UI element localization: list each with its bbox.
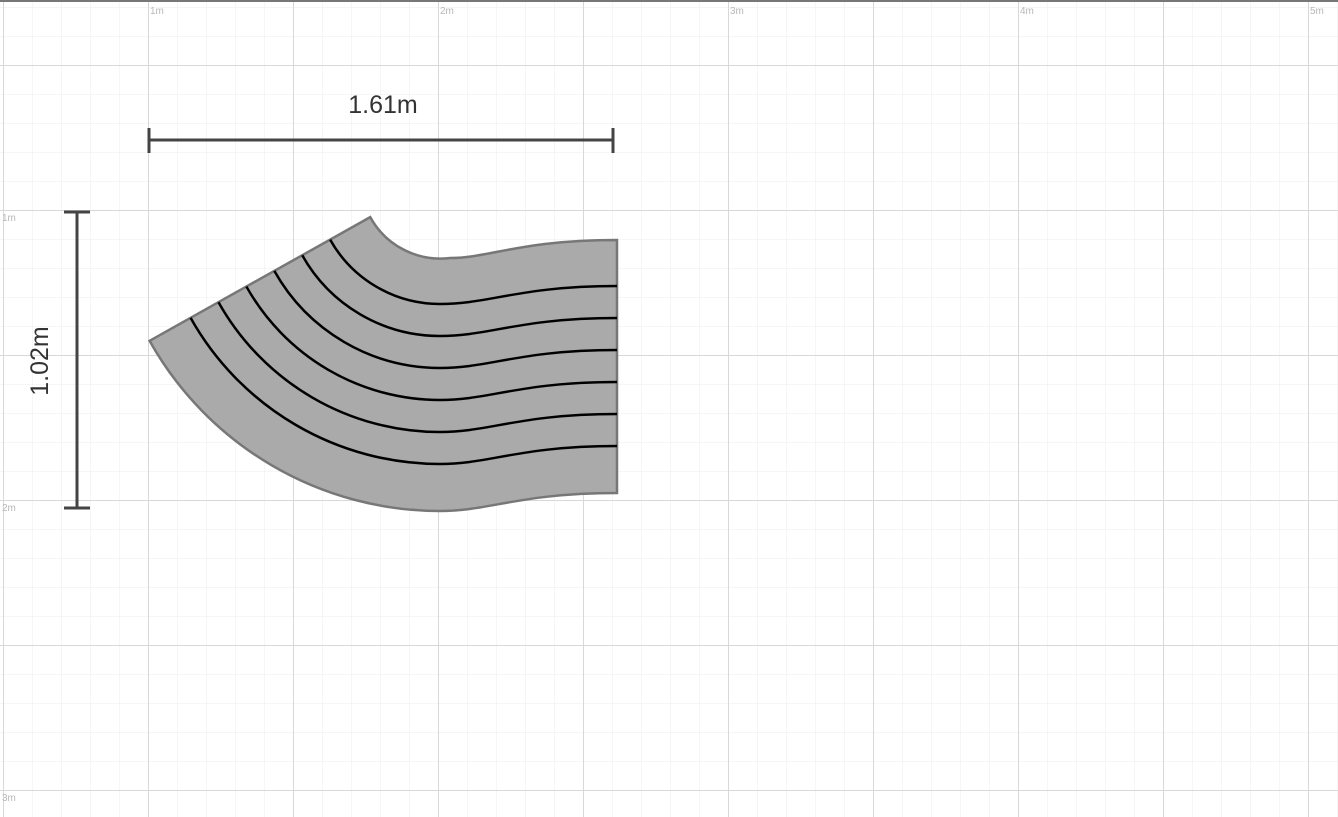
stair-step-line bbox=[245, 285, 618, 402]
dimension-height bbox=[64, 210, 90, 510]
ruler-y-label: 2m bbox=[2, 503, 16, 514]
curved-staircase[interactable] bbox=[147, 215, 619, 513]
stair-step-line bbox=[217, 301, 618, 434]
ruler-x-label: 4m bbox=[1020, 6, 1034, 17]
ruler-x-label: 1m bbox=[150, 6, 164, 17]
stair-step-line bbox=[189, 317, 618, 466]
ruler-y-label: 3m bbox=[2, 793, 16, 804]
dimension-width-label: 1.61m bbox=[348, 91, 417, 119]
ruler-y-label: 1m bbox=[2, 213, 16, 224]
ruler-x-label: 5m bbox=[1310, 6, 1324, 17]
ruler-y: 1m 2m 3m bbox=[2, 213, 16, 804]
stair-step-line bbox=[329, 239, 618, 306]
ruler-x-label: 2m bbox=[440, 6, 454, 17]
dimension-width bbox=[147, 128, 615, 153]
stair-outline[interactable] bbox=[147, 215, 619, 513]
ruler-x: 1m 2m 3m 4m 5m bbox=[150, 6, 1324, 17]
stair-step-line bbox=[301, 254, 618, 338]
dimension-height-label: 1.02m bbox=[26, 326, 54, 395]
stair-step-line bbox=[273, 270, 618, 370]
top-border bbox=[0, 0, 1338, 2]
ruler-x-label: 3m bbox=[730, 6, 744, 17]
